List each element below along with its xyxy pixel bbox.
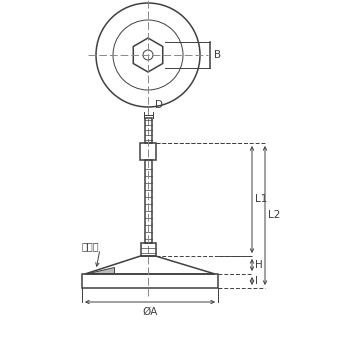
Text: L2: L2 (268, 210, 280, 220)
Text: H: H (255, 260, 263, 270)
Text: L1: L1 (255, 195, 267, 204)
Bar (145, 160, 152, 243)
Text: D: D (155, 100, 163, 110)
Text: カシメ: カシメ (82, 241, 100, 251)
Text: B: B (214, 50, 221, 60)
Polygon shape (88, 267, 114, 273)
Bar (145, 118, 152, 143)
Bar (140, 143, 156, 160)
Text: I: I (255, 276, 258, 286)
Text: ØA: ØA (142, 307, 158, 317)
Bar (82, 274, 218, 288)
Bar (140, 243, 155, 256)
